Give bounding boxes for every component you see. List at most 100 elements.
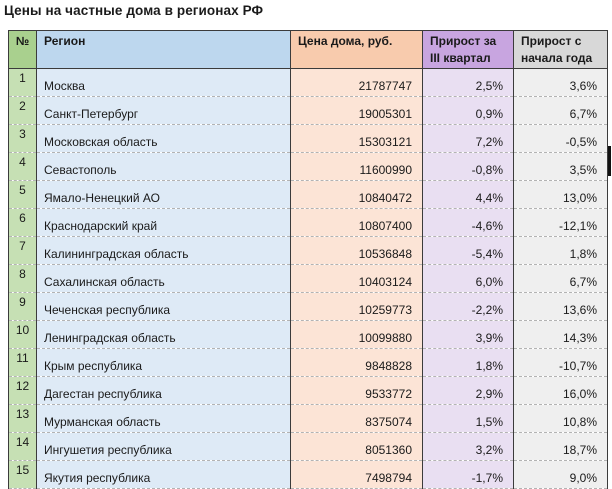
table-row: 15 Якутия республика 7498794 -1,7% 9,0% xyxy=(8,460,608,489)
cell-ytd[interactable]: 9,0% xyxy=(513,460,608,489)
house-prices-table: № Регион Цена дома, руб. Прирост за III … xyxy=(8,30,608,489)
cell-ytd[interactable]: 18,7% xyxy=(513,432,608,461)
cell-ytd[interactable]: 16,0% xyxy=(513,376,608,405)
cell-price[interactable]: 21787747 xyxy=(290,68,423,97)
cell-region[interactable]: Калининградская область xyxy=(36,236,291,265)
cell-q3[interactable]: -2,2% xyxy=(422,292,514,321)
table-row: 7 Калининградская область 10536848 -5,4% 1,8… xyxy=(8,236,608,265)
header-ytd-growth[interactable]: Прирост с начала года xyxy=(513,30,608,69)
cell-num[interactable]: 14 xyxy=(8,432,37,461)
cell-region[interactable]: Дагестан республика xyxy=(36,376,291,405)
header-q3-growth[interactable]: Прирост за III квартал xyxy=(422,30,514,69)
table-row: 6 Краснодарский край 10807400 -4,6% -12,1% xyxy=(8,208,608,237)
cell-q3[interactable]: 2,5% xyxy=(422,68,514,97)
table-row: 4 Севастополь 11600990 -0,8% 3,5% xyxy=(8,152,608,181)
cell-ytd[interactable]: 6,7% xyxy=(513,264,608,293)
header-num[interactable]: № xyxy=(8,30,37,69)
cell-num[interactable]: 15 xyxy=(8,460,37,489)
cell-q3[interactable]: 3,9% xyxy=(422,320,514,349)
cell-price[interactable]: 10099880 xyxy=(290,320,423,349)
cell-price[interactable]: 10807400 xyxy=(290,208,423,237)
cell-price[interactable]: 10259773 xyxy=(290,292,423,321)
cell-q3[interactable]: 6,0% xyxy=(422,264,514,293)
cell-ytd[interactable]: -10,7% xyxy=(513,348,608,377)
table-body: 1 Москва 21787747 2,5% 3,6% 2 Санкт-Петербург 1… xyxy=(8,68,608,489)
cell-ytd[interactable]: -12,1% xyxy=(513,208,608,237)
cell-num[interactable]: 13 xyxy=(8,404,37,433)
cell-q3[interactable]: 4,4% xyxy=(422,180,514,209)
cell-ytd[interactable]: 6,7% xyxy=(513,96,608,125)
cell-region[interactable]: Крым республика xyxy=(36,348,291,377)
table-row: 14 Ингушетия республика 8051360 3,2% 18,7% xyxy=(8,432,608,461)
cell-region[interactable]: Ленинградская область xyxy=(36,320,291,349)
header-price[interactable]: Цена дома, руб. xyxy=(290,30,423,69)
cell-ytd[interactable]: 13,0% xyxy=(513,180,608,209)
cell-num[interactable]: 12 xyxy=(8,376,37,405)
cell-num[interactable]: 8 xyxy=(8,264,37,293)
cell-region[interactable]: Краснодарский край xyxy=(36,208,291,237)
cell-price[interactable]: 10403124 xyxy=(290,264,423,293)
cell-q3[interactable]: 2,9% xyxy=(422,376,514,405)
cell-q3[interactable]: 7,2% xyxy=(422,124,514,153)
cell-price[interactable]: 10536848 xyxy=(290,236,423,265)
cell-region[interactable]: Московская область xyxy=(36,124,291,153)
cell-q3[interactable]: 1,5% xyxy=(422,404,514,433)
cell-ytd[interactable]: 3,5% xyxy=(513,152,608,181)
cell-q3[interactable]: -1,7% xyxy=(422,460,514,489)
cell-price[interactable]: 15303121 xyxy=(290,124,423,153)
cell-num[interactable]: 6 xyxy=(8,208,37,237)
table-row: 5 Ямало-Ненецкий АО 10840472 4,4% 13,0% xyxy=(8,180,608,209)
cell-q3[interactable]: 1,8% xyxy=(422,348,514,377)
table-row: 11 Крым республика 9848828 1,8% -10,7% xyxy=(8,348,608,377)
header-row: № Регион Цена дома, руб. Прирост за III … xyxy=(8,30,608,69)
cell-num[interactable]: 5 xyxy=(8,180,37,209)
cell-region[interactable]: Санкт-Петербург xyxy=(36,96,291,125)
cell-price[interactable]: 9533772 xyxy=(290,376,423,405)
table-row: 2 Санкт-Петербург 19005301 0,9% 6,7% xyxy=(8,96,608,125)
cell-price[interactable]: 9848828 xyxy=(290,348,423,377)
cell-ytd[interactable]: 3,6% xyxy=(513,68,608,97)
cell-region[interactable]: Севастополь xyxy=(36,152,291,181)
cell-region[interactable]: Ямало-Ненецкий АО xyxy=(36,180,291,209)
cell-num[interactable]: 2 xyxy=(8,96,37,125)
table-row: 9 Чеченская республика 10259773 -2,2% 13,6% xyxy=(8,292,608,321)
cell-price[interactable]: 19005301 xyxy=(290,96,423,125)
cell-price[interactable]: 11600990 xyxy=(290,152,423,181)
cell-price[interactable]: 10840472 xyxy=(290,180,423,209)
cell-price[interactable]: 8375074 xyxy=(290,404,423,433)
cell-num[interactable]: 1 xyxy=(8,68,37,97)
scrollbar-thumb[interactable] xyxy=(608,146,611,176)
cell-region[interactable]: Чеченская республика xyxy=(36,292,291,321)
page-title: Цены на частные дома в регионах РФ xyxy=(4,3,264,18)
table-row: 3 Московская область 15303121 7,2% -0,5% xyxy=(8,124,608,153)
cell-ytd[interactable]: 1,8% xyxy=(513,236,608,265)
cell-num[interactable]: 7 xyxy=(8,236,37,265)
cell-num[interactable]: 10 xyxy=(8,320,37,349)
cell-ytd[interactable]: 14,3% xyxy=(513,320,608,349)
cell-region[interactable]: Сахалинская область xyxy=(36,264,291,293)
cell-q3[interactable]: 3,2% xyxy=(422,432,514,461)
table-row: 12 Дагестан республика 9533772 2,9% 16,0% xyxy=(8,376,608,405)
cell-q3[interactable]: -5,4% xyxy=(422,236,514,265)
cell-ytd[interactable]: 13,6% xyxy=(513,292,608,321)
header-region[interactable]: Регион xyxy=(36,30,291,69)
cell-ytd[interactable]: -0,5% xyxy=(513,124,608,153)
cell-num[interactable]: 3 xyxy=(8,124,37,153)
cell-q3[interactable]: -4,6% xyxy=(422,208,514,237)
cell-price[interactable]: 7498794 xyxy=(290,460,423,489)
table-row: 8 Сахалинская область 10403124 6,0% 6,7% xyxy=(8,264,608,293)
cell-q3[interactable]: -0,8% xyxy=(422,152,514,181)
table-row: 10 Ленинградская область 10099880 3,9% 14,3% xyxy=(8,320,608,349)
cell-num[interactable]: 11 xyxy=(8,348,37,377)
cell-region[interactable]: Мурманская область xyxy=(36,404,291,433)
cell-region[interactable]: Москва xyxy=(36,68,291,97)
cell-region[interactable]: Якутия республика xyxy=(36,460,291,489)
cell-price[interactable]: 8051360 xyxy=(290,432,423,461)
cell-ytd[interactable]: 10,8% xyxy=(513,404,608,433)
cell-num[interactable]: 4 xyxy=(8,152,37,181)
table-row: 1 Москва 21787747 2,5% 3,6% xyxy=(8,68,608,97)
cell-q3[interactable]: 0,9% xyxy=(422,96,514,125)
cell-region[interactable]: Ингушетия республика xyxy=(36,432,291,461)
cell-num[interactable]: 9 xyxy=(8,292,37,321)
